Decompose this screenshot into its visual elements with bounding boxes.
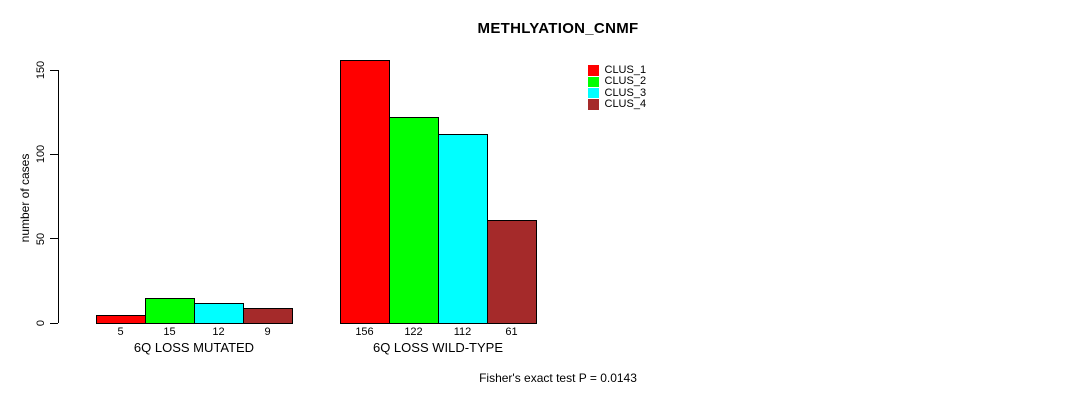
legend: CLUS_1 CLUS_2 CLUS_3 CLUS_4 xyxy=(588,65,646,110)
y-axis-tick xyxy=(50,322,58,324)
legend-swatch-icon xyxy=(588,76,599,88)
bar-clus_1-1 xyxy=(96,314,146,324)
legend-item-clus_3: CLUS_3 xyxy=(588,86,647,99)
y-axis-tick-label: 150 xyxy=(35,60,47,80)
legend-item-clus_1: CLUS_1 xyxy=(588,65,646,76)
chart-title: METHLYATION_CNMF xyxy=(477,20,639,37)
y-axis-tick-label: 0 xyxy=(35,319,47,327)
y-axis-tick-label: 100 xyxy=(35,145,47,164)
bar-value-label: 112 xyxy=(453,326,472,338)
legend-label: CLUS_1 xyxy=(604,64,647,77)
legend-label: CLUS_2 xyxy=(604,75,647,88)
legend-swatch-icon xyxy=(588,65,599,76)
y-axis-title: number of cases xyxy=(18,153,32,243)
y-axis-tick-label: 50 xyxy=(35,232,47,245)
legend-swatch-icon xyxy=(588,87,599,99)
bar-value-label: 61 xyxy=(505,326,518,338)
stat-annotation: Fisher's exact test P = 0.0143 xyxy=(479,371,637,385)
bar-value-label: 15 xyxy=(163,326,176,338)
bar-clus_3-1 xyxy=(194,302,244,324)
bar-value-label: 5 xyxy=(117,326,124,338)
bar-clus_3-2 xyxy=(438,134,488,324)
category-label: 6Q LOSS MUTATED xyxy=(133,340,255,355)
legend-item-clus_4: CLUS_4 xyxy=(588,99,646,110)
y-axis-tick xyxy=(50,153,58,155)
bar-clus_2-2 xyxy=(389,117,439,324)
category-label: 6Q LOSS WILD-TYPE xyxy=(372,340,504,355)
bar-clus_4-1 xyxy=(243,307,293,324)
bar-value-label: 156 xyxy=(355,326,374,338)
bar-value-label: 122 xyxy=(404,326,423,338)
y-axis-tick xyxy=(50,69,58,71)
bar-clus_4-2 xyxy=(487,220,537,324)
y-axis-line xyxy=(58,70,59,323)
bar-clus_2-1 xyxy=(145,297,195,324)
bar-clus_1-2 xyxy=(340,59,390,324)
bar-value-label: 9 xyxy=(264,326,271,338)
bar-value-label: 12 xyxy=(212,326,225,338)
y-axis-tick xyxy=(50,238,58,240)
legend-label: CLUS_3 xyxy=(604,86,647,99)
legend-swatch-icon xyxy=(588,99,599,110)
legend-item-clus_2: CLUS_2 xyxy=(588,75,647,88)
legend-label: CLUS_4 xyxy=(604,98,647,111)
